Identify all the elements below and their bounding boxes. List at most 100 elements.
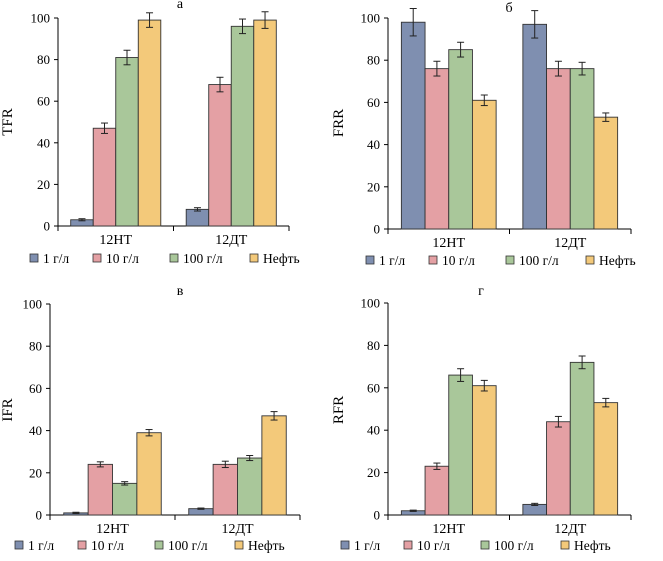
bar: [593, 116, 619, 230]
y-tick-label: 100: [361, 296, 381, 311]
legend-label: 100 г/л: [168, 538, 208, 553]
legend-label: 1 г/л: [354, 538, 380, 553]
legend-swatch: [365, 255, 375, 265]
legend-swatch: [234, 540, 244, 550]
x-category-label: 12ДТ: [554, 522, 587, 537]
y-tick-label: 20: [367, 465, 380, 480]
bar: [136, 432, 162, 516]
legend-label: 10 г/л: [442, 253, 475, 268]
y-tick-label: 80: [37, 52, 50, 67]
legend-swatch: [29, 253, 39, 263]
legend-swatch: [154, 540, 164, 550]
y-tick-label: 100: [23, 297, 43, 312]
chart-title: г: [478, 284, 484, 299]
legend-swatch: [169, 253, 179, 263]
chart-panel-a: а TFR 0 20 40 60 80 100 12НТ 12ДТ 1 г/л 10 г/л 100…: [0, 0, 300, 266]
bar: [237, 457, 263, 516]
legend-swatch: [403, 540, 413, 550]
y-tick-label: 0: [374, 508, 381, 523]
legend-swatch: [92, 253, 102, 263]
chart-title: в: [177, 284, 184, 299]
bar: [92, 127, 117, 227]
legend-swatch: [340, 540, 350, 550]
bar: [546, 68, 571, 230]
chart-panel-d: г RFR 0 20 40 60 80 100 12НТ 12ДТ 1 г/л 10 г/л 100…: [331, 284, 632, 553]
y-axis-label: FRR: [331, 109, 347, 137]
bar: [253, 19, 277, 227]
legend-label: 1 г/л: [379, 253, 405, 268]
y-tick-label: 100: [31, 11, 51, 26]
legend-swatch: [14, 540, 24, 550]
legend-label: Нефть: [248, 538, 285, 553]
y-tick-label: 0: [36, 508, 43, 523]
bar: [522, 503, 548, 516]
y-tick-label: 60: [367, 380, 380, 395]
legend-label: Нефть: [574, 538, 611, 553]
chart-panel-c: в IFR 0 20 40 60 80 100 12НТ 12ДТ 1 г/л 10 г/л 100…: [0, 284, 301, 553]
bar: [115, 57, 139, 227]
bar: [448, 374, 473, 516]
legend-swatch: [560, 540, 570, 550]
x-category-label: 12НТ: [96, 522, 129, 537]
y-tick-label: 60: [37, 94, 50, 109]
x-category-label: 12ДТ: [554, 236, 587, 251]
bar: [522, 23, 548, 230]
bar: [208, 84, 232, 227]
y-tick-label: 60: [29, 381, 42, 396]
bar: [230, 25, 255, 227]
legend-label: Нефть: [263, 251, 300, 266]
y-axis-label: TFR: [0, 108, 16, 136]
legend-swatch: [77, 540, 87, 550]
x-category-label: 12ДТ: [215, 233, 248, 248]
legend-swatch: [249, 253, 259, 263]
legend-label: 1 г/л: [43, 251, 69, 266]
y-tick-label: 0: [44, 219, 51, 234]
y-tick-label: 20: [37, 177, 50, 192]
bar: [112, 482, 138, 516]
x-category-label: 12НТ: [432, 236, 465, 251]
x-category-label: 12НТ: [432, 522, 465, 537]
bar: [471, 385, 497, 516]
legend-label: 100 г/л: [183, 251, 223, 266]
legend-swatch: [585, 255, 595, 265]
bar: [87, 463, 113, 516]
y-tick-label: 40: [367, 137, 380, 152]
legend-label: 10 г/л: [417, 538, 450, 553]
y-tick-label: 40: [37, 135, 50, 150]
y-tick-label: 40: [29, 423, 42, 438]
chart-title: а: [177, 0, 184, 12]
y-axis-label: IFR: [0, 398, 16, 421]
y-tick-label: 80: [29, 339, 42, 354]
bar: [424, 465, 450, 516]
legend-swatch: [505, 255, 515, 265]
legend-label: 10 г/л: [91, 538, 124, 553]
legend-label: 100 г/л: [519, 253, 559, 268]
y-tick-label: 80: [367, 338, 380, 353]
bar: [471, 99, 497, 230]
bar: [593, 402, 619, 516]
x-category-label: 12НТ: [99, 233, 132, 248]
bar: [569, 361, 595, 516]
bar: [448, 49, 473, 230]
y-tick-label: 60: [367, 95, 380, 110]
bar: [137, 19, 162, 227]
x-category-label: 12ДТ: [221, 522, 254, 537]
bar: [400, 21, 426, 230]
legend-swatch: [480, 540, 490, 550]
chart-title: б: [505, 1, 512, 16]
bar: [185, 208, 210, 227]
legend-label: 100 г/л: [494, 538, 534, 553]
bar: [546, 421, 571, 516]
bar: [212, 463, 238, 516]
legend-label: 10 г/л: [106, 251, 139, 266]
chart-panel-b: б FRR 0 20 40 60 80 100 12НТ 12ДТ 1 г/л 10 г/л 100…: [331, 1, 636, 268]
bar: [261, 415, 287, 516]
y-tick-label: 20: [29, 465, 42, 480]
y-axis-label: RFR: [331, 396, 347, 424]
legend-swatch: [428, 255, 438, 265]
bar: [424, 68, 450, 230]
bar: [569, 68, 595, 230]
y-tick-label: 20: [367, 179, 380, 194]
legend-label: Нефть: [599, 253, 636, 268]
y-tick-label: 40: [367, 423, 380, 438]
